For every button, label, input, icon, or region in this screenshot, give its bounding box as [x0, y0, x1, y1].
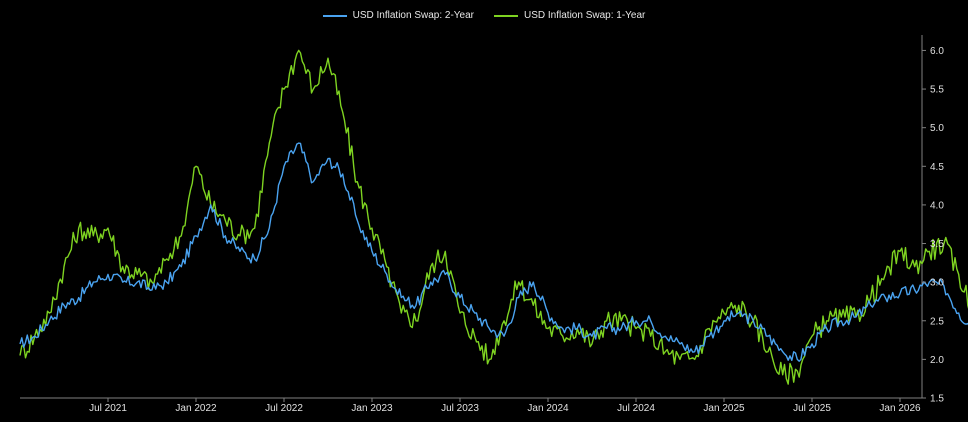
- y-tick-label: 6.0: [930, 46, 944, 57]
- x-tick-label: Jan 2023: [351, 403, 393, 414]
- y-tick-label: 4.5: [930, 162, 944, 173]
- x-tick-label: Jul 2021: [89, 403, 127, 414]
- y-tick-label: 3.5: [930, 239, 944, 250]
- x-tick-label: Jul 2024: [617, 403, 655, 414]
- y-tick-label: 2.0: [930, 355, 944, 366]
- y-tick-label: 5.0: [930, 123, 944, 134]
- legend-swatch-1y: [494, 14, 518, 17]
- y-tick-label: 3.0: [930, 278, 944, 289]
- x-tick-label: Jul 2025: [793, 403, 831, 414]
- legend-item-2y[interactable]: USD Inflation Swap: 2-Year: [322, 10, 474, 21]
- y-tick-label: 5.5: [930, 85, 944, 96]
- y-tick-label: 4.0: [930, 200, 944, 211]
- y-tick-label: 1.5: [930, 394, 944, 405]
- x-tick-label: Jul 2023: [441, 403, 479, 414]
- series-line-1y: [19, 49, 968, 385]
- x-tick-label: Jan 2022: [175, 403, 217, 414]
- legend: USD Inflation Swap: 2-Year USD Inflation…: [0, 10, 968, 21]
- legend-label-2y: USD Inflation Swap: 2-Year: [352, 10, 474, 21]
- x-tick-label: Jul 2022: [265, 403, 303, 414]
- axes-layer: [20, 35, 923, 399]
- series-layer: [19, 49, 968, 385]
- x-tick-label: Jan 2024: [527, 403, 569, 414]
- legend-label-1y: USD Inflation Swap: 1-Year: [524, 10, 646, 21]
- y-tick-label: 2.5: [930, 316, 944, 327]
- ticks-layer: 1.5 2.0 2.5 3.0 3.5 4.0 4.5 5.0 5.5 6.0 Jul 2021 Ja…: [89, 46, 944, 414]
- legend-item-1y[interactable]: USD Inflation Swap: 1-Year: [494, 10, 645, 21]
- legend-swatch-2y: [322, 14, 347, 17]
- x-tick-label: Jan 2026: [879, 403, 921, 414]
- x-tick-label: Jan 2025: [703, 403, 745, 414]
- series-line-2y: [19, 142, 968, 362]
